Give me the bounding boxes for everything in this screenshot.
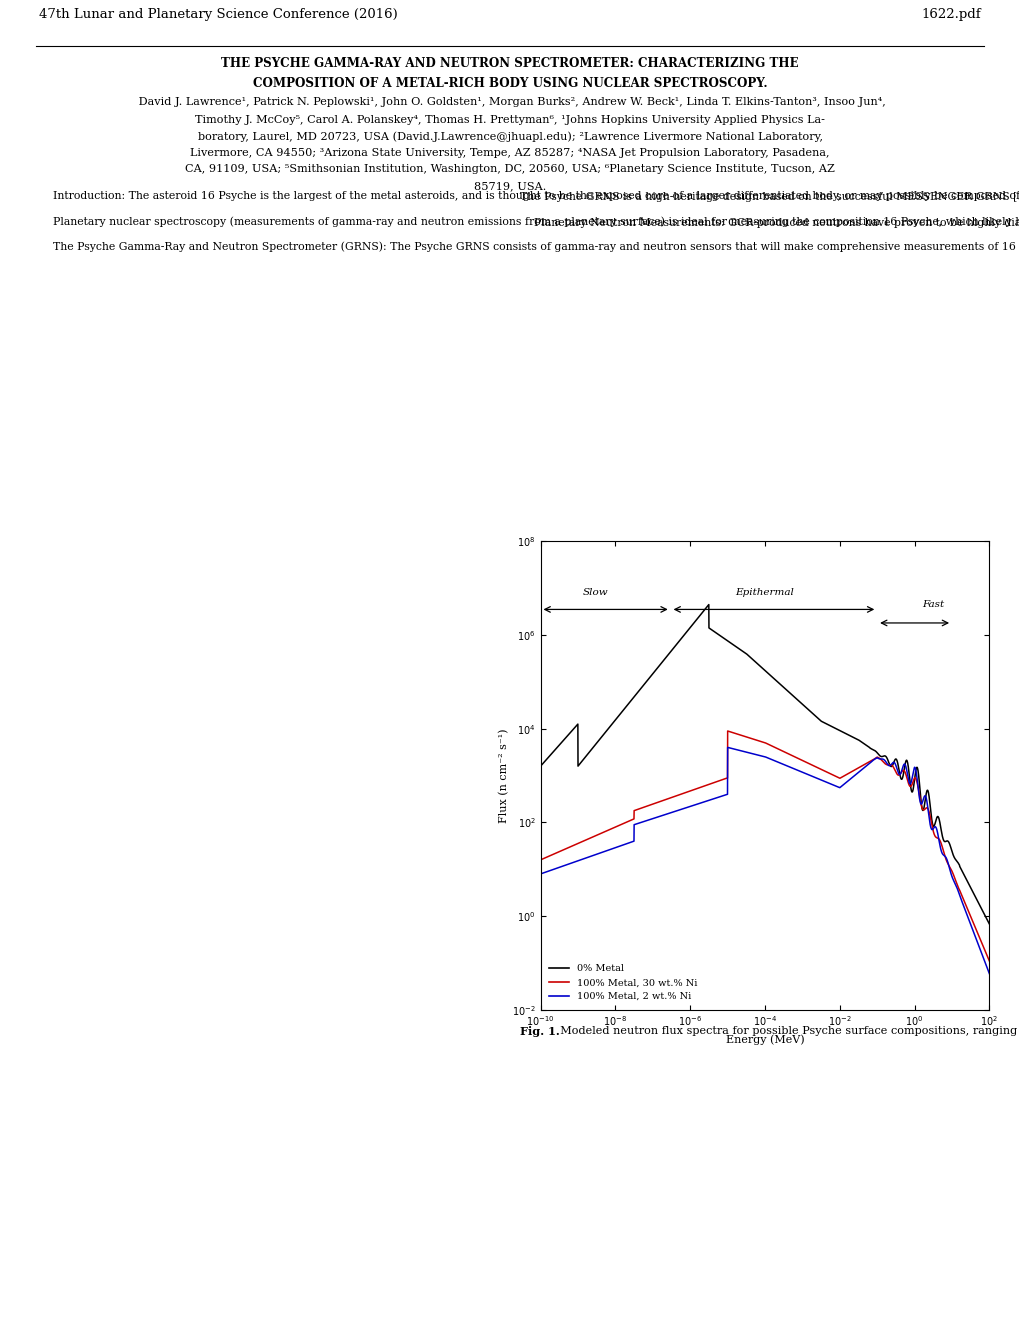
Text: Modeled neutron flux spectra for possible Psyche surface compositions, ranging f: Modeled neutron flux spectra for possibl… [553, 1026, 1019, 1036]
Y-axis label: Flux (n cm⁻² s⁻¹): Flux (n cm⁻² s⁻¹) [498, 729, 508, 822]
Text: Fast: Fast [921, 601, 944, 610]
Text: 1622.pdf: 1622.pdf [921, 8, 980, 21]
Text: Fig. 1.: Fig. 1. [520, 1026, 559, 1036]
Legend: 0% Metal, 100% Metal, 30 wt.% Ni, 100% Metal, 2 wt.% Ni: 0% Metal, 100% Metal, 30 wt.% Ni, 100% M… [545, 961, 700, 1005]
Text: David J. Lawrence¹, Patrick N. Peplowski¹, John O. Goldsten¹, Morgan Burks², And: David J. Lawrence¹, Patrick N. Peplowski… [135, 98, 884, 107]
Text: COMPOSITION OF A METAL-RICH BODY USING NUCLEAR SPECTROSCOPY.: COMPOSITION OF A METAL-RICH BODY USING N… [253, 77, 766, 90]
Text: Slow: Slow [583, 587, 608, 597]
Text: Epithermal: Epithermal [735, 587, 794, 597]
Text: CA, 91109, USA; ⁵Smithsonian Institution, Washington, DC, 20560, USA; ⁶Planetary: CA, 91109, USA; ⁵Smithsonian Institution… [184, 165, 835, 174]
Text: The Psyche GRNS is a high-heritage design based on the successful MESSENGER GRNS: The Psyche GRNS is a high-heritage desig… [520, 191, 1019, 228]
Text: Timothy J. McCoy⁵, Carol A. Polanskey⁴, Thomas H. Prettyman⁶, ¹Johns Hopkins Uni: Timothy J. McCoy⁵, Carol A. Polanskey⁴, … [195, 115, 824, 125]
Text: 85719, USA.: 85719, USA. [474, 181, 545, 191]
Text: THE PSYCHE GAMMA-RAY AND NEUTRON SPECTROMETER: CHARACTERIZING THE: THE PSYCHE GAMMA-RAY AND NEUTRON SPECTRO… [221, 57, 798, 70]
Text: Introduction: The asteroid 16 Psyche is the largest of the metal asteroids, and : Introduction: The asteroid 16 Psyche is … [39, 190, 1019, 252]
X-axis label: Energy (MeV): Energy (MeV) [725, 1034, 804, 1044]
Text: 47th Lunar and Planetary Science Conference (2016): 47th Lunar and Planetary Science Confere… [39, 8, 397, 21]
Text: boratory, Laurel, MD 20723, USA (David.J.Lawrence@jhuapl.edu); ²Lawrence Livermo: boratory, Laurel, MD 20723, USA (David.J… [198, 132, 821, 143]
Text: Livermore, CA 94550; ³Arizona State University, Tempe, AZ 85287; ⁴NASA Jet Propu: Livermore, CA 94550; ³Arizona State Univ… [191, 148, 828, 158]
